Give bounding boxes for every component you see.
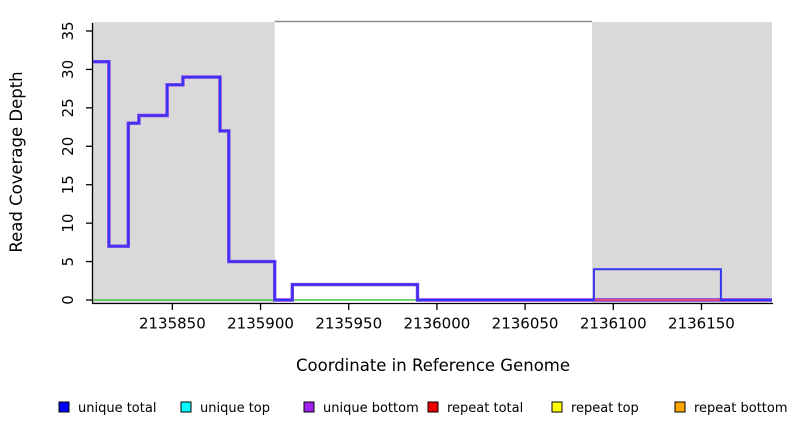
y-tick-label: 5 [59, 257, 77, 267]
x-tick-label: 2136150 [668, 315, 735, 333]
legend-label-repeat-top: repeat top [571, 401, 639, 416]
legend-label-unique-total: unique total [78, 401, 156, 416]
y-tick-label: 10 [59, 214, 77, 233]
plot-generated-content: 2135850 2135900 2135950 2136000 2136050 21361… [58, 20, 788, 416]
legend-swatch-repeat-top-icon [551, 401, 563, 413]
legend-item-unique-bottom: unique bottom [303, 401, 419, 416]
legend-swatch-repeat-bottom-icon [674, 401, 686, 413]
x-tick-label: 2136050 [492, 315, 559, 333]
y-tick-label: 30 [59, 60, 77, 79]
x-axis-title: Coordinate in Reference Genome [296, 356, 570, 375]
legend-label-unique-bottom: unique bottom [323, 401, 419, 416]
legend-item-unique-total: unique total [58, 401, 156, 416]
y-tick-label: 35 [59, 21, 77, 40]
y-tick-label: 0 [59, 295, 77, 305]
legend-label-repeat-total: repeat total [447, 401, 523, 416]
legend-item-repeat-total: repeat total [427, 401, 523, 416]
x-tick-label: 2135850 [139, 315, 206, 333]
legend-swatch-unique-bottom-icon [303, 401, 315, 413]
x-tick-label: 2135900 [227, 315, 294, 333]
legend-swatch-unique-top-icon [180, 401, 192, 413]
legend-item-unique-top: unique top [180, 401, 270, 416]
series-unique-total-line [93, 60, 772, 301]
legend-label-unique-top: unique top [200, 401, 270, 416]
legend-label-repeat-bottom: repeat bottom [694, 401, 788, 416]
legend-swatch-repeat-total-icon [427, 401, 439, 413]
x-tick-label: 2136000 [404, 315, 471, 333]
shaded-region-rect [592, 22, 772, 304]
legend-item-repeat-top: repeat top [551, 401, 639, 416]
shaded-region-rect [93, 22, 275, 304]
y-tick-label: 15 [59, 175, 77, 194]
y-tick-label: 25 [59, 98, 77, 117]
x-tick-label: 2135950 [315, 315, 382, 333]
y-axis-title: Read Coverage Depth [7, 71, 26, 252]
y-tick-label: 20 [59, 137, 77, 156]
legend-swatch-unique-total-icon [58, 401, 70, 413]
x-tick-label: 2136100 [580, 315, 647, 333]
legend-item-repeat-bottom: repeat bottom [674, 401, 788, 416]
